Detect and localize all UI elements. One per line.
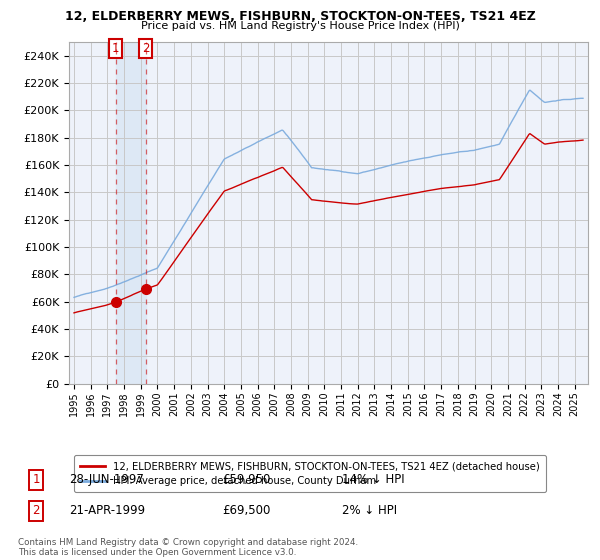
- Text: £69,500: £69,500: [222, 504, 271, 517]
- Text: 2% ↓ HPI: 2% ↓ HPI: [342, 504, 397, 517]
- Text: £59,950: £59,950: [222, 473, 271, 487]
- Text: 2: 2: [142, 42, 149, 55]
- Text: 1: 1: [32, 473, 40, 487]
- Text: 28-JUN-1997: 28-JUN-1997: [69, 473, 144, 487]
- Text: Price paid vs. HM Land Registry's House Price Index (HPI): Price paid vs. HM Land Registry's House …: [140, 21, 460, 31]
- Legend: 12, ELDERBERRY MEWS, FISHBURN, STOCKTON-ON-TEES, TS21 4EZ (detached house), HPI:: 12, ELDERBERRY MEWS, FISHBURN, STOCKTON-…: [74, 455, 546, 492]
- Text: 1: 1: [112, 42, 119, 55]
- Bar: [116, 42, 146, 384]
- Text: 14% ↓ HPI: 14% ↓ HPI: [342, 473, 404, 487]
- Text: 12, ELDERBERRY MEWS, FISHBURN, STOCKTON-ON-TEES, TS21 4EZ: 12, ELDERBERRY MEWS, FISHBURN, STOCKTON-…: [65, 10, 535, 23]
- Text: 21-APR-1999: 21-APR-1999: [69, 504, 145, 517]
- Text: Contains HM Land Registry data © Crown copyright and database right 2024.
This d: Contains HM Land Registry data © Crown c…: [18, 538, 358, 557]
- Text: 2: 2: [32, 504, 40, 517]
